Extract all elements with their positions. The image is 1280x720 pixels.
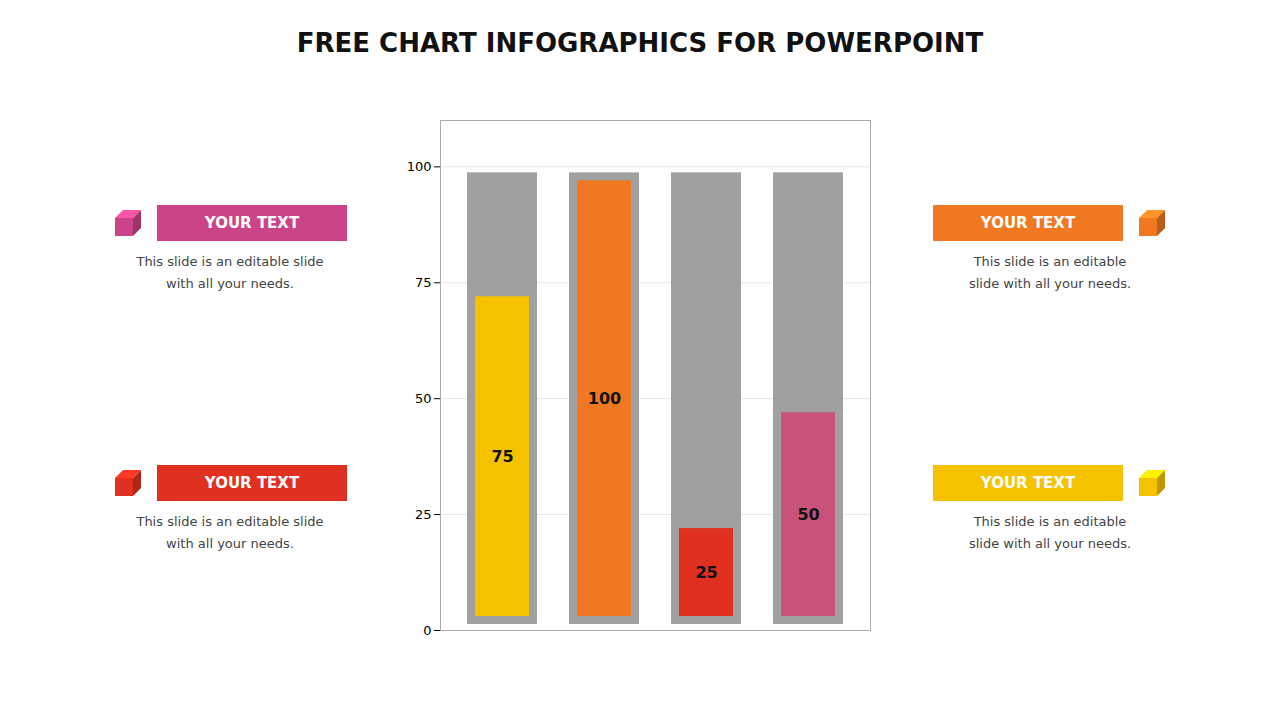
html-text:YOUR TEXT: YOUR TEXT (980, 213, 1076, 232)
svg-text:25: 25 (415, 507, 432, 522)
html-text:This slide is an editable slid: This slide is an editable slide with all… (136, 253, 324, 291)
html-text:YOUR TEXT: YOUR TEXT (204, 473, 300, 492)
svg-text:100: 100 (588, 389, 621, 408)
html-text:This slide is an editable slid: This slide is an editable slide with all… (968, 253, 1132, 291)
html-text:This slide is an editable slid: This slide is an editable slide with all… (136, 513, 324, 551)
svg-text:100: 100 (407, 159, 432, 174)
html-text:FREE CHART INFOGRAPHICS FOR PO: FREE CHART INFOGRAPHICS FOR POWERPOINT (296, 28, 984, 58)
svg-text:50: 50 (415, 391, 432, 406)
svg-text:75: 75 (491, 447, 513, 466)
svg-text:75: 75 (415, 275, 432, 290)
html-text:YOUR TEXT: YOUR TEXT (204, 213, 300, 232)
svg-text:50: 50 (797, 505, 819, 524)
html-text:This slide is an editable slid: This slide is an editable slide with all… (968, 513, 1132, 551)
html-text:YOUR TEXT: YOUR TEXT (980, 473, 1076, 492)
svg-text:0: 0 (423, 623, 431, 638)
svg-text:25: 25 (695, 563, 717, 582)
